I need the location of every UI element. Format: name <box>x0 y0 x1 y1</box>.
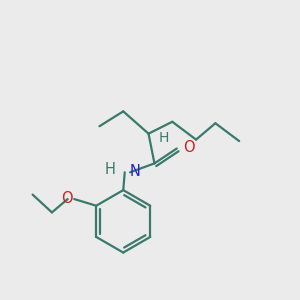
Text: H: H <box>159 131 169 145</box>
Text: H: H <box>104 162 115 177</box>
Text: O: O <box>61 191 73 206</box>
Text: O: O <box>183 140 195 155</box>
Text: N: N <box>130 164 141 179</box>
